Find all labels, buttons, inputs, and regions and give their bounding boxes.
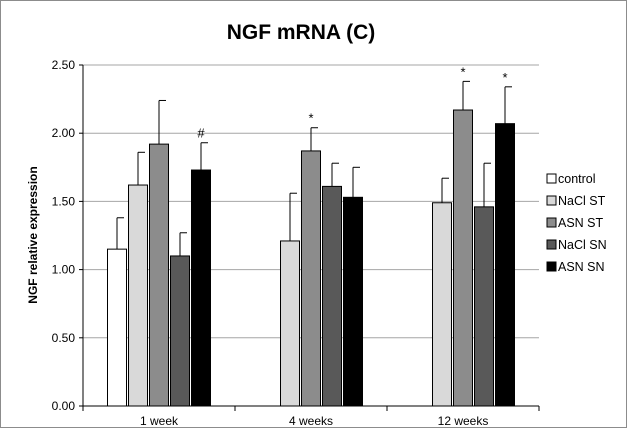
bar-nacl-sn (474, 206, 494, 407)
significance-marker: # (197, 126, 205, 141)
legend-swatch (546, 239, 557, 250)
x-tick-labels: 1 week 4 weeks 12 weeks (140, 414, 488, 428)
bar-nacl-st (128, 184, 148, 407)
significance-marker: * (502, 70, 507, 85)
legend-entry-label: control (558, 172, 596, 186)
legend-entry-label: NaCl SN (558, 238, 607, 252)
legend-entry-label: ASN SN (558, 260, 605, 274)
x-tick-label: 4 weeks (289, 414, 333, 428)
axes (79, 64, 540, 411)
bar-asn-sn (343, 196, 363, 407)
chart-canvas: NGF mRNA (C) # * * * 0.00 0.50 1.00 1.50 2.00 2.… (26, 21, 607, 428)
y-axis-label: NGF relative expression (26, 166, 40, 303)
legend-swatch (546, 217, 557, 228)
legend-entry-label: NaCl ST (558, 194, 606, 208)
bar-asn-sn (191, 169, 211, 407)
bar-nacl-st (280, 240, 300, 407)
bar-asn-st (301, 150, 321, 407)
legend: control NaCl ST ASN ST NaCl SN ASN SN (546, 172, 607, 274)
bar-control (107, 248, 127, 407)
chart-frame: NGF mRNA (C) # * * * 0.00 0.50 1.00 1.50 2.00 2.… (0, 0, 627, 428)
y-tick-label: 2.00 (52, 126, 76, 140)
legend-swatch (546, 261, 557, 272)
legend-entry-label: ASN ST (558, 216, 604, 230)
y-tick-label: 2.50 (52, 58, 76, 72)
significance-marker: * (460, 64, 465, 79)
y-tick-label: 1.00 (52, 263, 76, 277)
y-tick-label: 1.50 (52, 194, 76, 208)
bar-asn-st (149, 143, 169, 407)
bar-nacl-sn (322, 185, 342, 407)
bar-nacl-st (432, 202, 452, 407)
x-tick-label: 1 week (140, 414, 179, 428)
bars: # * * * (107, 64, 515, 407)
y-tick-label: 0.50 (52, 331, 76, 345)
y-tick-label: 0.00 (52, 399, 76, 413)
chart-title: NGF mRNA (C) (227, 21, 376, 44)
bar-asn-sn (495, 123, 515, 407)
bar-nacl-sn (170, 255, 190, 407)
x-tick-label: 12 weeks (438, 414, 489, 428)
significance-marker: * (308, 111, 313, 126)
legend-swatch (546, 173, 557, 184)
y-tick-labels: 0.00 0.50 1.00 1.50 2.00 2.50 (52, 58, 76, 413)
bar-asn-st (453, 109, 473, 407)
legend-swatch (546, 195, 557, 206)
